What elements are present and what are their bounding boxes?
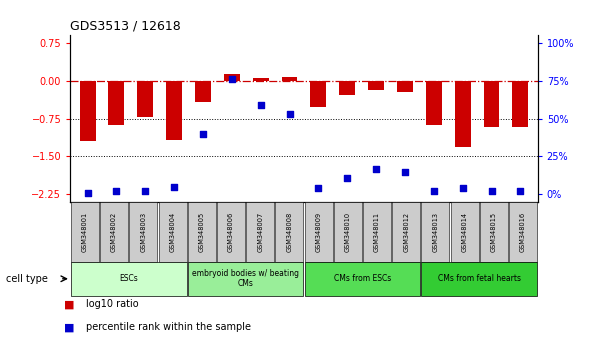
Text: GSM348015: GSM348015 [491, 212, 497, 252]
Text: CMs from fetal hearts: CMs from fetal hearts [437, 274, 521, 283]
Text: GSM348007: GSM348007 [257, 212, 263, 252]
Text: GSM348014: GSM348014 [462, 212, 467, 252]
Bar [224, 74, 240, 81]
Text: GSM348008: GSM348008 [287, 212, 293, 252]
Point [371, 166, 381, 171]
Text: GSM348003: GSM348003 [141, 212, 146, 252]
Text: cell type: cell type [6, 274, 48, 284]
Text: ■: ■ [64, 299, 75, 309]
Text: embryoid bodies w/ beating
CMs: embryoid bodies w/ beating CMs [192, 269, 299, 289]
Bar [426, 81, 442, 125]
Point [429, 188, 439, 194]
Text: ■: ■ [64, 322, 75, 332]
Bar [455, 81, 470, 147]
Point [486, 188, 496, 194]
Text: GSM348001: GSM348001 [82, 212, 88, 252]
Bar [166, 81, 182, 140]
Bar [253, 78, 269, 81]
Bar [513, 81, 529, 127]
Text: CMs from ESCs: CMs from ESCs [334, 274, 391, 283]
Point [82, 190, 92, 195]
Bar [310, 81, 326, 107]
Point [285, 111, 295, 117]
Text: GSM348010: GSM348010 [345, 212, 351, 252]
Text: GSM348005: GSM348005 [199, 212, 205, 252]
Point [516, 188, 525, 194]
Text: percentile rank within the sample: percentile rank within the sample [86, 322, 251, 332]
Text: GDS3513 / 12618: GDS3513 / 12618 [70, 20, 181, 33]
Point [112, 188, 122, 194]
Text: GSM348012: GSM348012 [403, 212, 409, 252]
Bar [368, 81, 384, 90]
Point [400, 169, 410, 175]
Point [141, 188, 150, 194]
Point [169, 184, 179, 189]
Bar [109, 81, 125, 125]
Text: log10 ratio: log10 ratio [86, 299, 138, 309]
Point [342, 175, 352, 181]
Bar [339, 81, 355, 95]
Text: GSM348016: GSM348016 [520, 212, 526, 252]
Point [256, 102, 266, 108]
Bar [137, 81, 153, 117]
Text: GSM348009: GSM348009 [315, 212, 321, 252]
Text: GSM348002: GSM348002 [111, 212, 117, 252]
Point [458, 185, 467, 191]
Bar [282, 77, 298, 81]
Bar [483, 81, 499, 127]
Point [198, 131, 208, 137]
Point [313, 185, 323, 191]
Bar [195, 81, 211, 102]
Text: GSM348013: GSM348013 [433, 212, 439, 252]
Text: GSM348004: GSM348004 [169, 212, 175, 252]
Bar [79, 81, 95, 141]
Bar [397, 81, 413, 92]
Point [227, 76, 236, 82]
Text: ESCs: ESCs [119, 274, 138, 283]
Text: GSM348011: GSM348011 [374, 212, 380, 252]
Text: GSM348006: GSM348006 [228, 212, 234, 252]
